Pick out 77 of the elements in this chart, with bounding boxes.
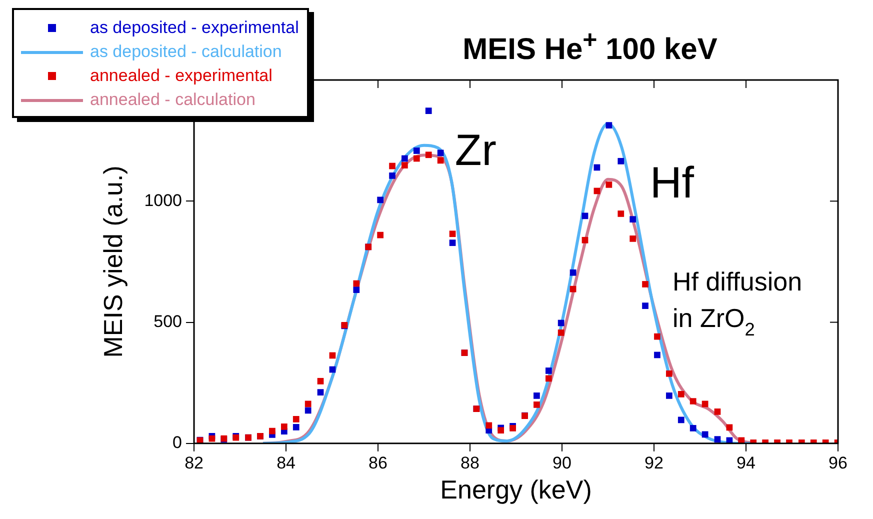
x-tick-label: 82 [184,453,204,472]
y-tick-label: 500 [154,312,182,331]
x-tick-label: 90 [552,453,572,472]
x-tick-label: 92 [644,453,664,472]
point [678,416,684,424]
point [618,210,624,217]
point [570,286,576,292]
point [545,368,552,374]
point [413,148,420,154]
point [666,370,672,377]
point [666,392,672,399]
point [425,152,432,158]
point [317,389,324,396]
point [618,158,624,164]
point [630,216,636,222]
x-tick-label: 94 [736,453,756,472]
legend-label: as deposited - experimental [90,17,299,39]
point [292,416,300,422]
x-tick-label: 86 [368,453,388,472]
point [558,330,564,336]
point [570,269,576,276]
point [304,407,312,414]
point [582,236,588,244]
annotation: Hf [650,158,695,208]
point [702,400,708,408]
point [280,424,288,430]
y-tick-label: 1000 [144,190,182,210]
point [389,172,396,179]
legend-label: annealed - experimental [90,65,272,87]
legend-label: annealed - calculation [90,89,256,111]
point [582,212,588,220]
point [690,398,696,404]
point [534,401,540,408]
point [353,280,360,287]
y-axis-title: MEIS yield (a.u.) [98,166,128,358]
point [726,424,733,431]
y-tick-label: 0 [172,433,182,452]
x-tick-label: 96 [828,453,848,472]
point [606,122,612,128]
point [486,422,492,429]
point [437,150,444,156]
point [545,375,552,382]
point [642,302,648,309]
point [402,155,408,162]
point [353,286,360,293]
point [678,391,684,398]
annotation: Zr [454,126,496,175]
point [630,236,636,242]
point [304,400,312,408]
point [654,352,660,358]
chart-title: MEIS He$^{+}$ 100 keV [462,26,718,67]
point [377,196,384,204]
annotation: Hf diffusion [672,266,802,297]
point [413,155,420,162]
point [642,281,648,288]
point [690,424,696,432]
point [606,181,612,188]
point [425,108,432,114]
point [269,428,276,434]
point [558,320,564,326]
point [449,240,456,246]
legend-label: as deposited - calculation [90,41,282,63]
point [714,408,721,415]
point [377,232,384,238]
point [449,230,456,238]
point [317,378,324,384]
point [402,162,408,168]
x-tick-label: 88 [460,453,480,472]
point [498,427,504,434]
x-axis-title: Energy (keV) [440,474,592,505]
point [534,392,540,399]
point [437,157,444,164]
point [389,162,396,170]
point [714,436,721,442]
x-tick-label: 84 [276,453,296,472]
point [654,333,660,340]
point [292,424,300,430]
